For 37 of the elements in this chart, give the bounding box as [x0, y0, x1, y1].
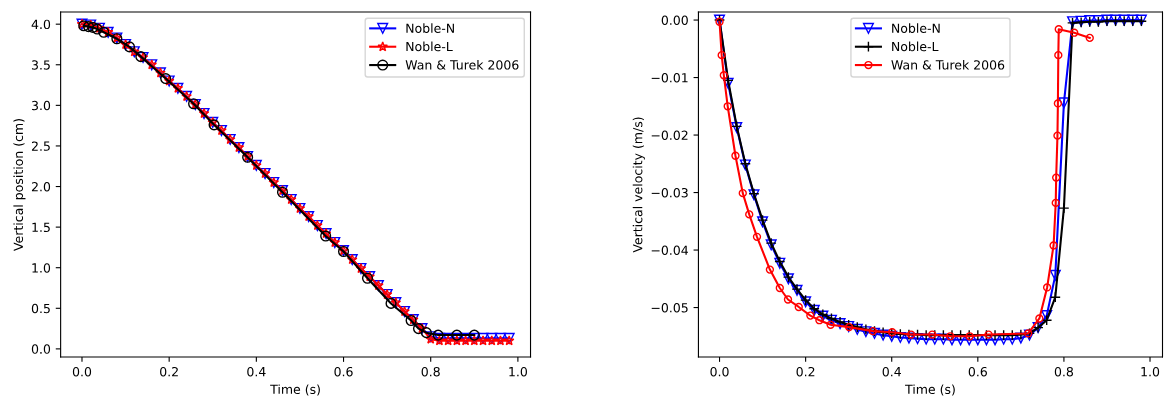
- y-axis-title: Vertical velocity (m/s): [632, 117, 645, 253]
- x-tick-label: 0.8: [1054, 366, 1073, 377]
- x-tick-label: 0.4: [247, 366, 266, 377]
- x-tick-label: 0.8: [421, 366, 440, 377]
- y-tick-label: 0.5: [31, 303, 50, 314]
- x-tick-label: 0.0: [72, 366, 92, 377]
- y-tick-label: 0.00: [661, 15, 688, 25]
- y-tick-label: 4.0: [31, 19, 51, 30]
- y-tick-label: 2.0: [31, 182, 51, 192]
- x-axis-title: Time (s): [270, 384, 320, 396]
- y-tick-label: 3.0: [31, 100, 51, 111]
- y-tick-label: 1.0: [32, 263, 51, 273]
- legend-label: Noble-L: [892, 41, 939, 52]
- y-tick-label: 3.5: [31, 60, 50, 70]
- y-tick-label: −0.05: [651, 303, 688, 313]
- y-tick-label: −0.03: [651, 188, 688, 198]
- x-tick-label: 1.0: [509, 366, 527, 377]
- y-tick-label: 2.5: [31, 141, 50, 151]
- y-tick-label: −0.02: [651, 130, 688, 140]
- x-tick-label: 0.2: [796, 366, 815, 377]
- y-tick-label: −0.01: [651, 73, 688, 83]
- y-axis-title: Vertical position (cm): [13, 119, 26, 251]
- y-tick-label: −0.04: [651, 245, 689, 255]
- x-tick-label: 0.6: [968, 366, 987, 377]
- legend-label: Wan & Turek 2006: [405, 59, 519, 70]
- x-tick-label: 0.0: [710, 366, 729, 377]
- x-tick-label: 0.2: [160, 366, 178, 377]
- x-axis-title: Time (s): [905, 384, 955, 396]
- legend-label: Noble-L: [406, 41, 453, 52]
- legend-label: Wan & Turek 2006: [891, 59, 1005, 70]
- legend-label: Noble-N: [406, 23, 454, 33]
- x-tick-label: 0.4: [882, 366, 901, 377]
- x-tick-label: 0.6: [334, 366, 353, 377]
- y-tick-label: 0.0: [31, 344, 51, 354]
- legend-label: Noble-N: [892, 23, 940, 33]
- y-tick-label: 1.5: [32, 222, 50, 233]
- x-tick-label: 1.0: [1141, 366, 1160, 377]
